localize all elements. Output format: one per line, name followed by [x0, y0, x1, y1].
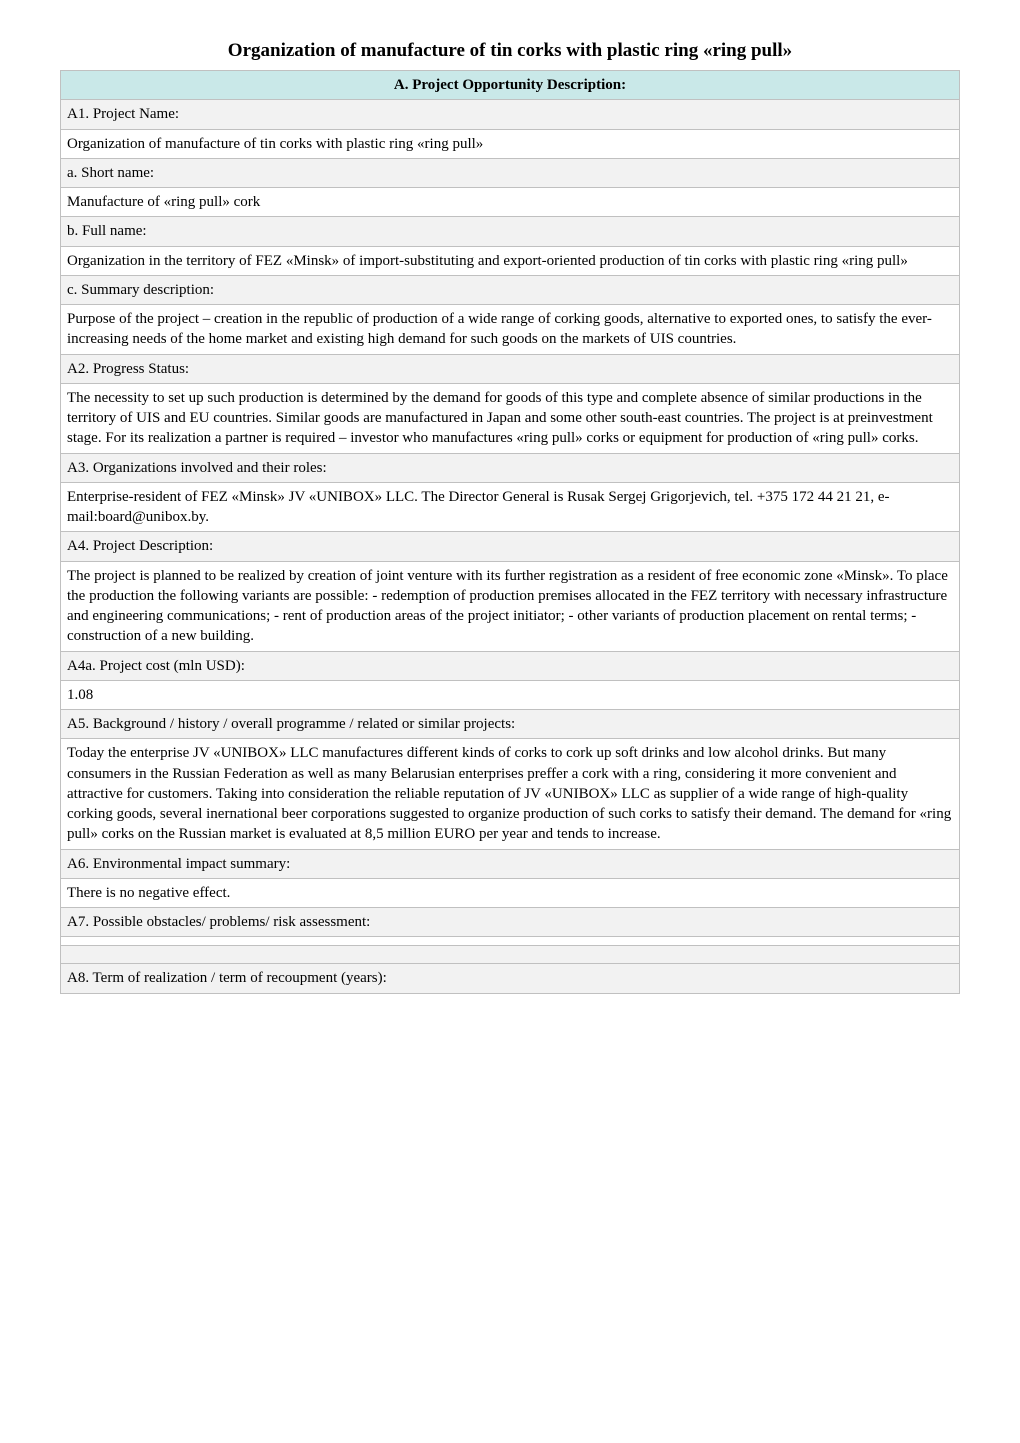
a7-value — [61, 937, 960, 946]
page-title: Organization of manufacture of tin corks… — [60, 40, 960, 62]
a5-value: Today the enterprise JV «UNIBOX» LLC man… — [61, 739, 960, 849]
a7-label: A7. Possible obstacles/ problems/ risk a… — [61, 908, 960, 937]
a2-label: A2. Progress Status: — [61, 354, 960, 383]
a6-value: There is no negative effect. — [61, 878, 960, 907]
a3-label: A3. Organizations involved and their rol… — [61, 453, 960, 482]
a4a-label: A4a. Project cost (mln USD): — [61, 651, 960, 680]
a1b-label: b. Full name: — [61, 217, 960, 246]
a4-label: A4. Project Description: — [61, 532, 960, 561]
a7-empty-row — [61, 946, 960, 964]
project-table: A. Project Opportunity Description: A1. … — [60, 70, 960, 994]
a5-label: A5. Background / history / overall progr… — [61, 710, 960, 739]
a1-label: A1. Project Name: — [61, 100, 960, 129]
a1c-value: Purpose of the project – creation in the… — [61, 305, 960, 355]
a2-value: The necessity to set up such production … — [61, 383, 960, 453]
section-a-header: A. Project Opportunity Description: — [61, 71, 960, 100]
a1a-label: a. Short name: — [61, 158, 960, 187]
a8-label: A8. Term of realization / term of recoup… — [61, 964, 960, 993]
a4-value: The project is planned to be realized by… — [61, 561, 960, 651]
a3-value: Enterprise-resident of FEZ «Minsk» JV «U… — [61, 482, 960, 532]
a1a-value: Manufacture of «ring pull» cork — [61, 188, 960, 217]
a1b-value: Organization in the territory of FEZ «Mi… — [61, 246, 960, 275]
a1-value: Organization of manufacture of tin corks… — [61, 129, 960, 158]
a1c-label: c. Summary description: — [61, 275, 960, 304]
a6-label: A6. Environmental impact summary: — [61, 849, 960, 878]
a4a-value: 1.08 — [61, 680, 960, 709]
